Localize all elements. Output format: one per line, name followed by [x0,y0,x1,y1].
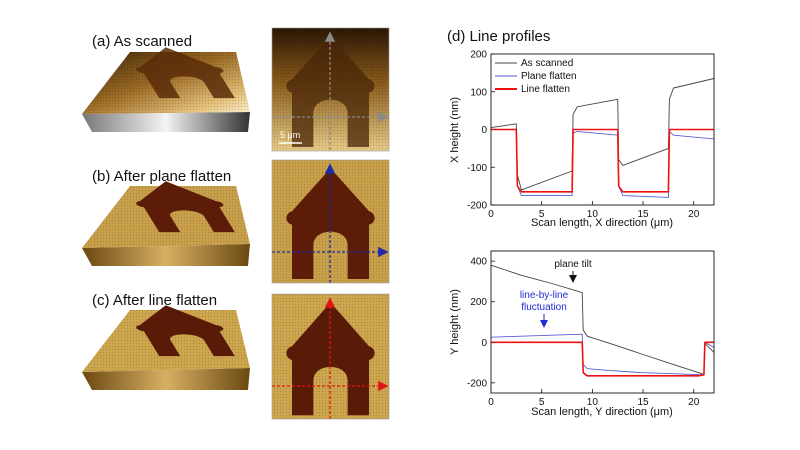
afm-top-view-plane-flatten [271,159,390,284]
legend-as-scanned: As scanned [521,58,573,69]
panel-b-label: (b) After plane flatten [92,168,231,185]
annotation-fluctuation: fluctuation [521,302,567,313]
y-chart-series-as-scanned [490,264,715,376]
scale-bar-label: 5 μm [280,130,300,140]
y-chart-xtick-label: 5 [539,397,545,408]
x-chart-xtick-label: 20 [688,209,700,220]
x-chart-xlabel: Scan length, X direction (μm) [531,217,673,229]
panel-a-label: (a) As scanned [92,33,192,50]
afm-3d-view-plane-flatten [82,181,250,266]
afm-top-view-as-scanned: 5 μm [271,27,390,152]
panel-d-label: (d) Line profiles [447,28,550,45]
y-chart-ytick-label: 200 [470,297,487,308]
x-chart-xtick-label: 0 [488,209,494,220]
y-chart-ytick-label: -200 [467,378,487,389]
annotation-line-by-line: line-by-line [520,290,569,301]
y-chart-xtick-label: 20 [688,397,700,408]
x-chart-ytick-label: -200 [467,201,487,212]
legend-line-flatten: Line flatten [521,84,570,95]
x-chart-xtick-label: 5 [539,209,545,220]
y-chart-xtick-label: 15 [637,397,649,408]
y-chart-series-line-flatten [491,341,714,377]
annotation-plane-tilt: plane tilt [554,259,591,270]
x-chart-xtick-label: 15 [637,209,649,220]
x-chart-ytick-label: 0 [481,125,487,136]
legend-plane-flatten: Plane flatten [521,71,577,82]
y-chart-frame [490,250,715,394]
y-chart-xlabel: Scan length, Y direction (μm) [531,406,673,418]
afm-3d-view-as-scanned [82,47,250,132]
afm-top-view-line-flatten [271,293,390,420]
afm-3d-view-line-flatten [82,305,250,390]
y-chart-series-plane-flatten [490,333,715,376]
x-chart-ylabel: X height (nm) [449,97,461,163]
x-chart-series-plane-flatten [491,129,715,198]
panel-c-label: (c) After line flatten [92,292,217,309]
y-chart-ytick-label: 0 [481,338,487,349]
x-chart-legend: As scanned Plane flatten Line flatten [495,58,577,95]
x-chart-ytick-label: -100 [467,163,487,174]
x-chart-xtick-label: 10 [587,209,599,220]
x-chart-frame [490,53,715,206]
y-chart-ylabel: Y height (nm) [449,289,461,355]
x-line-profile-chart: 0 5 10 15 20 -200 -100 0 100 200 Scan length, X d… [449,50,715,229]
x-chart-ytick-label: 100 [470,87,487,98]
x-chart-series-as-scanned [490,78,715,191]
x-chart-ytick-label: 200 [470,50,487,61]
y-chart-xtick-label: 0 [488,397,494,408]
y-chart-xtick-label: 10 [587,397,599,408]
y-chart-ytick-label: 400 [470,257,487,268]
x-chart-series-line-flatten [491,128,714,193]
